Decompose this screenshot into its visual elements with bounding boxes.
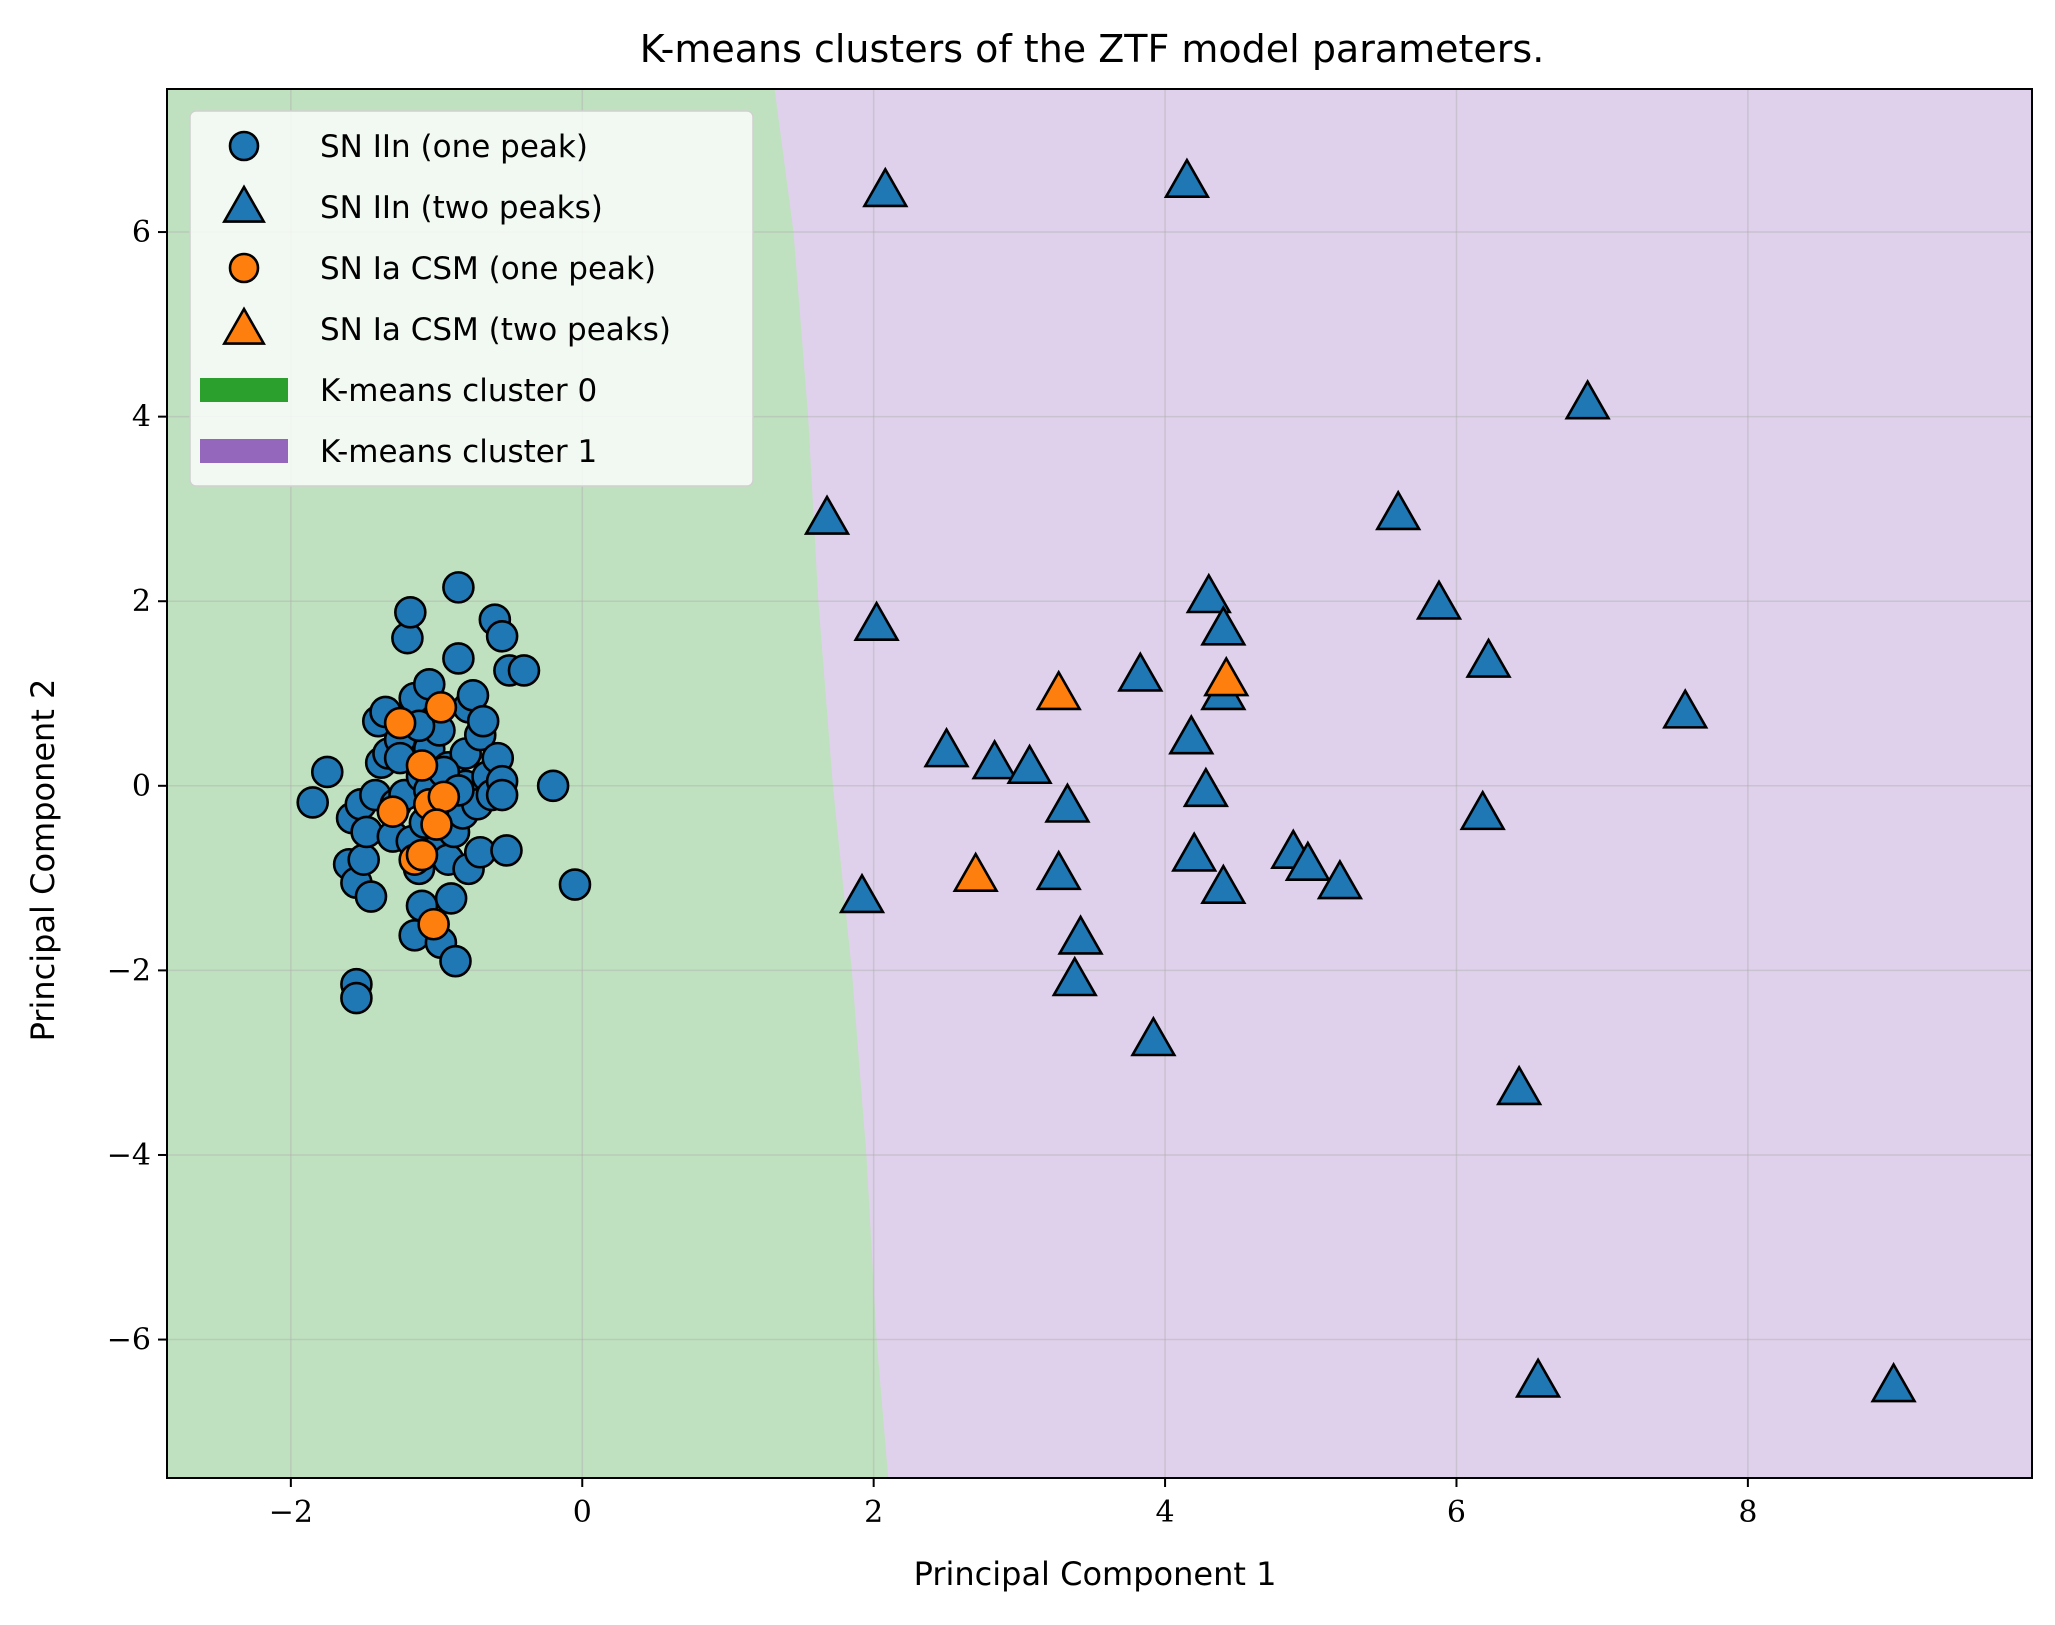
legend-label-sn-ia-csm-one-peak: SN Ia CSM (one peak) — [320, 251, 656, 287]
y-tick-label: −2 — [107, 953, 151, 988]
point-sn-iin-one-peak — [536, 769, 570, 803]
point-sn-iin-two-peaks — [1035, 849, 1082, 891]
y-tick-label: 4 — [132, 400, 151, 435]
x-axis-label: Principal Component 1 — [914, 1555, 1277, 1593]
legend: SN IIn (one peak) SN IIn (two peaks) SN Ia… — [189, 110, 754, 487]
point-sn-iin-two-peaks — [1185, 572, 1232, 614]
series-sn-ia-csm-one-peak — [376, 691, 461, 941]
point-sn-ia-csm-one-peak — [424, 691, 458, 724]
legend-patch-k-means-cluster-1 — [200, 439, 288, 463]
point-sn-iin-one-peak — [442, 571, 475, 604]
y-tick-label: −4 — [107, 1138, 151, 1173]
point-sn-iin-two-peaks — [803, 494, 851, 535]
legend-box — [189, 110, 754, 487]
point-sn-iin-two-peaks — [862, 166, 909, 208]
point-sn-iin-one-peak — [490, 834, 523, 867]
point-sn-iin-two-peaks — [1870, 1361, 1917, 1403]
point-sn-iin-two-peaks — [1415, 579, 1463, 620]
point-sn-iin-two-peaks — [1117, 651, 1164, 692]
point-sn-iin-two-peaks — [1163, 157, 1211, 198]
point-sn-iin-one-peak — [507, 654, 541, 687]
point-sn-iin-two-peaks — [1284, 840, 1331, 881]
point-sn-iin-two-peaks — [1514, 1357, 1562, 1398]
point-sn-iin-two-peaks — [1564, 378, 1611, 420]
point-sn-iin-two-peaks — [838, 872, 886, 914]
x-tick-label: 0 — [573, 1495, 592, 1530]
y-axis-ticks: −6 −4 −2 0 2 4 6 — [107, 215, 167, 1358]
point-sn-iin-two-peaks — [1171, 831, 1218, 872]
point-sn-iin-two-peaks — [1044, 782, 1091, 823]
point-sn-iin-one-peak — [485, 778, 519, 812]
point-sn-iin-two-peaks — [1316, 858, 1364, 900]
point-sn-iin-two-peaks — [1200, 863, 1247, 905]
point-sn-iin-one-peak — [347, 843, 380, 876]
series-sn-ia-csm-two-peaks — [952, 655, 1250, 893]
legend-marker-sn-ia-csm-two-peaks — [222, 306, 266, 345]
point-sn-iin-one-peak — [434, 882, 468, 915]
point-sn-iin-two-peaks — [1200, 605, 1247, 646]
point-sn-iin-two-peaks — [1006, 743, 1053, 785]
point-sn-ia-csm-one-peak — [405, 749, 439, 782]
point-sn-ia-csm-one-peak — [405, 838, 439, 872]
point-sn-iin-one-peak — [439, 944, 472, 978]
point-sn-iin-two-peaks — [1182, 766, 1229, 808]
point-sn-iin-two-peaks — [1051, 955, 1098, 997]
point-sn-iin-one-peak — [310, 755, 344, 789]
point-sn-iin-one-peak — [340, 981, 373, 1015]
point-sn-iin-one-peak — [485, 619, 519, 653]
point-sn-iin-two-peaks — [1662, 688, 1709, 729]
point-sn-iin-two-peaks — [853, 600, 900, 641]
x-axis-ticks: −2 0 2 4 6 8 — [269, 1478, 1757, 1530]
x-tick-label: −2 — [269, 1495, 313, 1530]
point-sn-iin-two-peaks — [1375, 489, 1422, 531]
point-sn-iin-two-peaks — [1130, 1015, 1177, 1057]
legend-label-sn-ia-csm-two-peaks: SN Ia CSM (two peaks) — [320, 312, 671, 348]
point-sn-ia-csm-one-peak — [376, 795, 410, 828]
x-tick-label: 6 — [1447, 1495, 1466, 1530]
point-sn-iin-one-peak — [354, 880, 388, 913]
legend-marker-sn-iin-one-peak — [228, 130, 260, 162]
y-tick-label: −6 — [107, 1323, 151, 1358]
legend-label-k-means-cluster-0: K-means cluster 0 — [320, 373, 597, 409]
legend-marker-sn-ia-csm-one-peak — [228, 252, 260, 284]
point-sn-ia-csm-one-peak — [417, 907, 450, 941]
data-points — [296, 157, 1917, 1403]
legend-label-sn-iin-two-peaks: SN IIn (two peaks) — [320, 190, 603, 226]
plot-frame — [166, 88, 2033, 1479]
y-axis-label: Principal Component 2 — [24, 679, 62, 1042]
x-tick-label: 4 — [1156, 1495, 1175, 1530]
point-sn-iin-two-peaks — [971, 738, 1018, 780]
point-sn-ia-csm-one-peak — [383, 706, 417, 740]
point-sn-iin-one-peak — [296, 786, 330, 819]
x-tick-label: 8 — [1738, 1495, 1757, 1530]
point-sn-iin-two-peaks — [1168, 713, 1215, 755]
point-sn-ia-csm-one-peak — [427, 780, 461, 814]
legend-marker-sn-iin-two-peaks — [222, 184, 266, 223]
point-sn-iin-one-peak — [466, 704, 500, 738]
point-sn-ia-csm-two-peaks — [1035, 669, 1082, 711]
legend-patch-k-means-cluster-0 — [200, 378, 288, 402]
legend-label-sn-iin-one-peak: SN IIn (one peak) — [320, 129, 588, 165]
grid — [167, 89, 2032, 1478]
point-sn-ia-csm-one-peak — [420, 808, 453, 841]
point-sn-iin-two-peaks — [1459, 789, 1506, 831]
y-tick-label: 2 — [132, 584, 151, 619]
point-sn-ia-csm-two-peaks — [1203, 655, 1250, 697]
point-sn-iin-one-peak — [558, 868, 592, 901]
point-sn-iin-two-peaks — [1465, 637, 1512, 678]
point-sn-iin-two-peaks — [923, 726, 970, 768]
point-sn-iin-one-peak — [350, 815, 383, 849]
y-tick-label: 6 — [132, 215, 151, 250]
point-sn-iin-two-peaks — [1496, 1064, 1543, 1106]
point-sn-iin-one-peak — [394, 595, 427, 629]
point-sn-iin-two-peaks — [1057, 914, 1104, 955]
point-sn-ia-csm-two-peaks — [952, 851, 999, 893]
legend-label-k-means-cluster-1: K-means cluster 1 — [320, 434, 597, 470]
series-sn-iin-two-peaks — [803, 157, 1917, 1403]
chart-title: K-means clusters of the ZTF model parame… — [640, 27, 1545, 71]
y-tick-label: 0 — [132, 769, 151, 804]
x-tick-label: 2 — [864, 1495, 883, 1530]
point-sn-iin-one-peak — [442, 642, 475, 675]
